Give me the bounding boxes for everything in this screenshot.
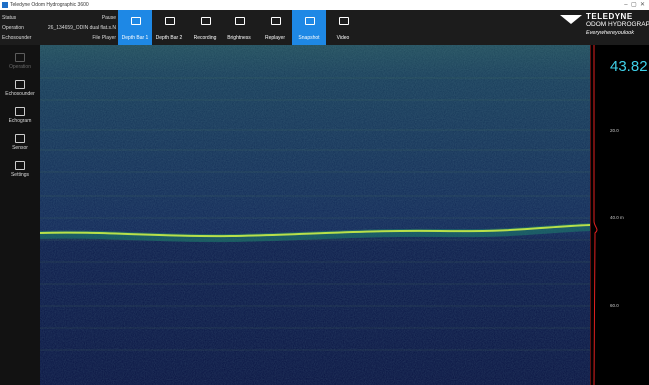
button-icon [131,17,141,25]
button-icon [235,17,245,25]
side-nav: Operation Echosounder Echogram Sensor Settin… [0,45,40,385]
button-label: Depth Bar 2 [152,35,186,41]
nav-label: Settings [0,172,40,178]
depth-panel: 43.82 20.0 40.0 m 60.0 [590,45,649,385]
button-label: Brightness [222,35,256,41]
toolbar-button[interactable]: Replayer [258,10,292,45]
status-key: Operation [2,25,24,31]
button-label: Snapshot [292,35,326,41]
nav-icon [15,80,25,89]
logo-tagline: Everywhereyoulook [586,30,634,36]
depth-scale-label: 40.0 m [610,215,624,220]
app-icon [2,2,8,8]
current-depth: 43.82 [610,58,648,75]
nav-label: Echogram [0,118,40,124]
logo-division: ODOM HYDROGRAPHIC [586,21,649,28]
status-value: 26_134659_ODIN dual flat.s.N [48,25,116,31]
button-icon [271,17,281,25]
button-icon [305,17,315,25]
toolbar-button[interactable]: Snapshot [292,10,326,45]
button-label: Depth Bar 1 [118,35,152,41]
status-row: Status Pause [2,15,116,21]
window-title: Teledyne Odom Hydrographic 3600 [10,2,89,8]
toolbar-button[interactable]: Video [326,10,360,45]
nav-item[interactable]: Operation [0,53,40,70]
nav-item[interactable]: Echogram [0,107,40,124]
toolbar-button[interactable]: Recording [188,10,222,45]
status-value: Pause [102,15,116,21]
nav-icon [15,107,25,116]
app-window: Teledyne Odom Hydrographic 3600 – ▢ ✕ St… [0,0,649,385]
toolbar-button[interactable]: Depth Bar 1 [118,10,152,45]
toolbar-button[interactable]: Brightness [222,10,256,45]
echogram-noise [40,45,590,385]
nav-label: Echosounder [0,91,40,97]
logo-mark [560,15,582,24]
title-bar: Teledyne Odom Hydrographic 3600 – ▢ ✕ [0,0,649,10]
status-key: Echosounder [2,35,31,41]
depth-scale-label: 20.0 [610,128,619,133]
nav-item[interactable]: Echosounder [0,80,40,97]
button-icon [339,17,349,25]
nav-item[interactable]: Sensor [0,134,40,151]
logo-brand: TELEDYNE [586,12,633,21]
toolbar-button[interactable]: Depth Bar 2 [152,10,186,45]
button-label: Replayer [258,35,292,41]
nav-icon [15,134,25,143]
depth-scale-label: 60.0 [610,303,619,308]
nav-label: Operation [0,64,40,70]
nav-item[interactable]: Settings [0,161,40,178]
button-label: Recording [188,35,222,41]
window-controls[interactable]: – ▢ ✕ [624,0,645,10]
status-value: File Player [92,35,116,41]
nav-label: Sensor [0,145,40,151]
nav-icon [15,161,25,170]
status-row: Operation 26_134659_ODIN dual flat.s.N [2,25,116,31]
button-icon [165,17,175,25]
nav-icon [15,53,25,62]
echogram [40,45,590,385]
status-row: Echosounder File Player [2,35,116,41]
status-key: Status [2,15,16,21]
button-icon [201,17,211,25]
button-label: Video [326,35,360,41]
